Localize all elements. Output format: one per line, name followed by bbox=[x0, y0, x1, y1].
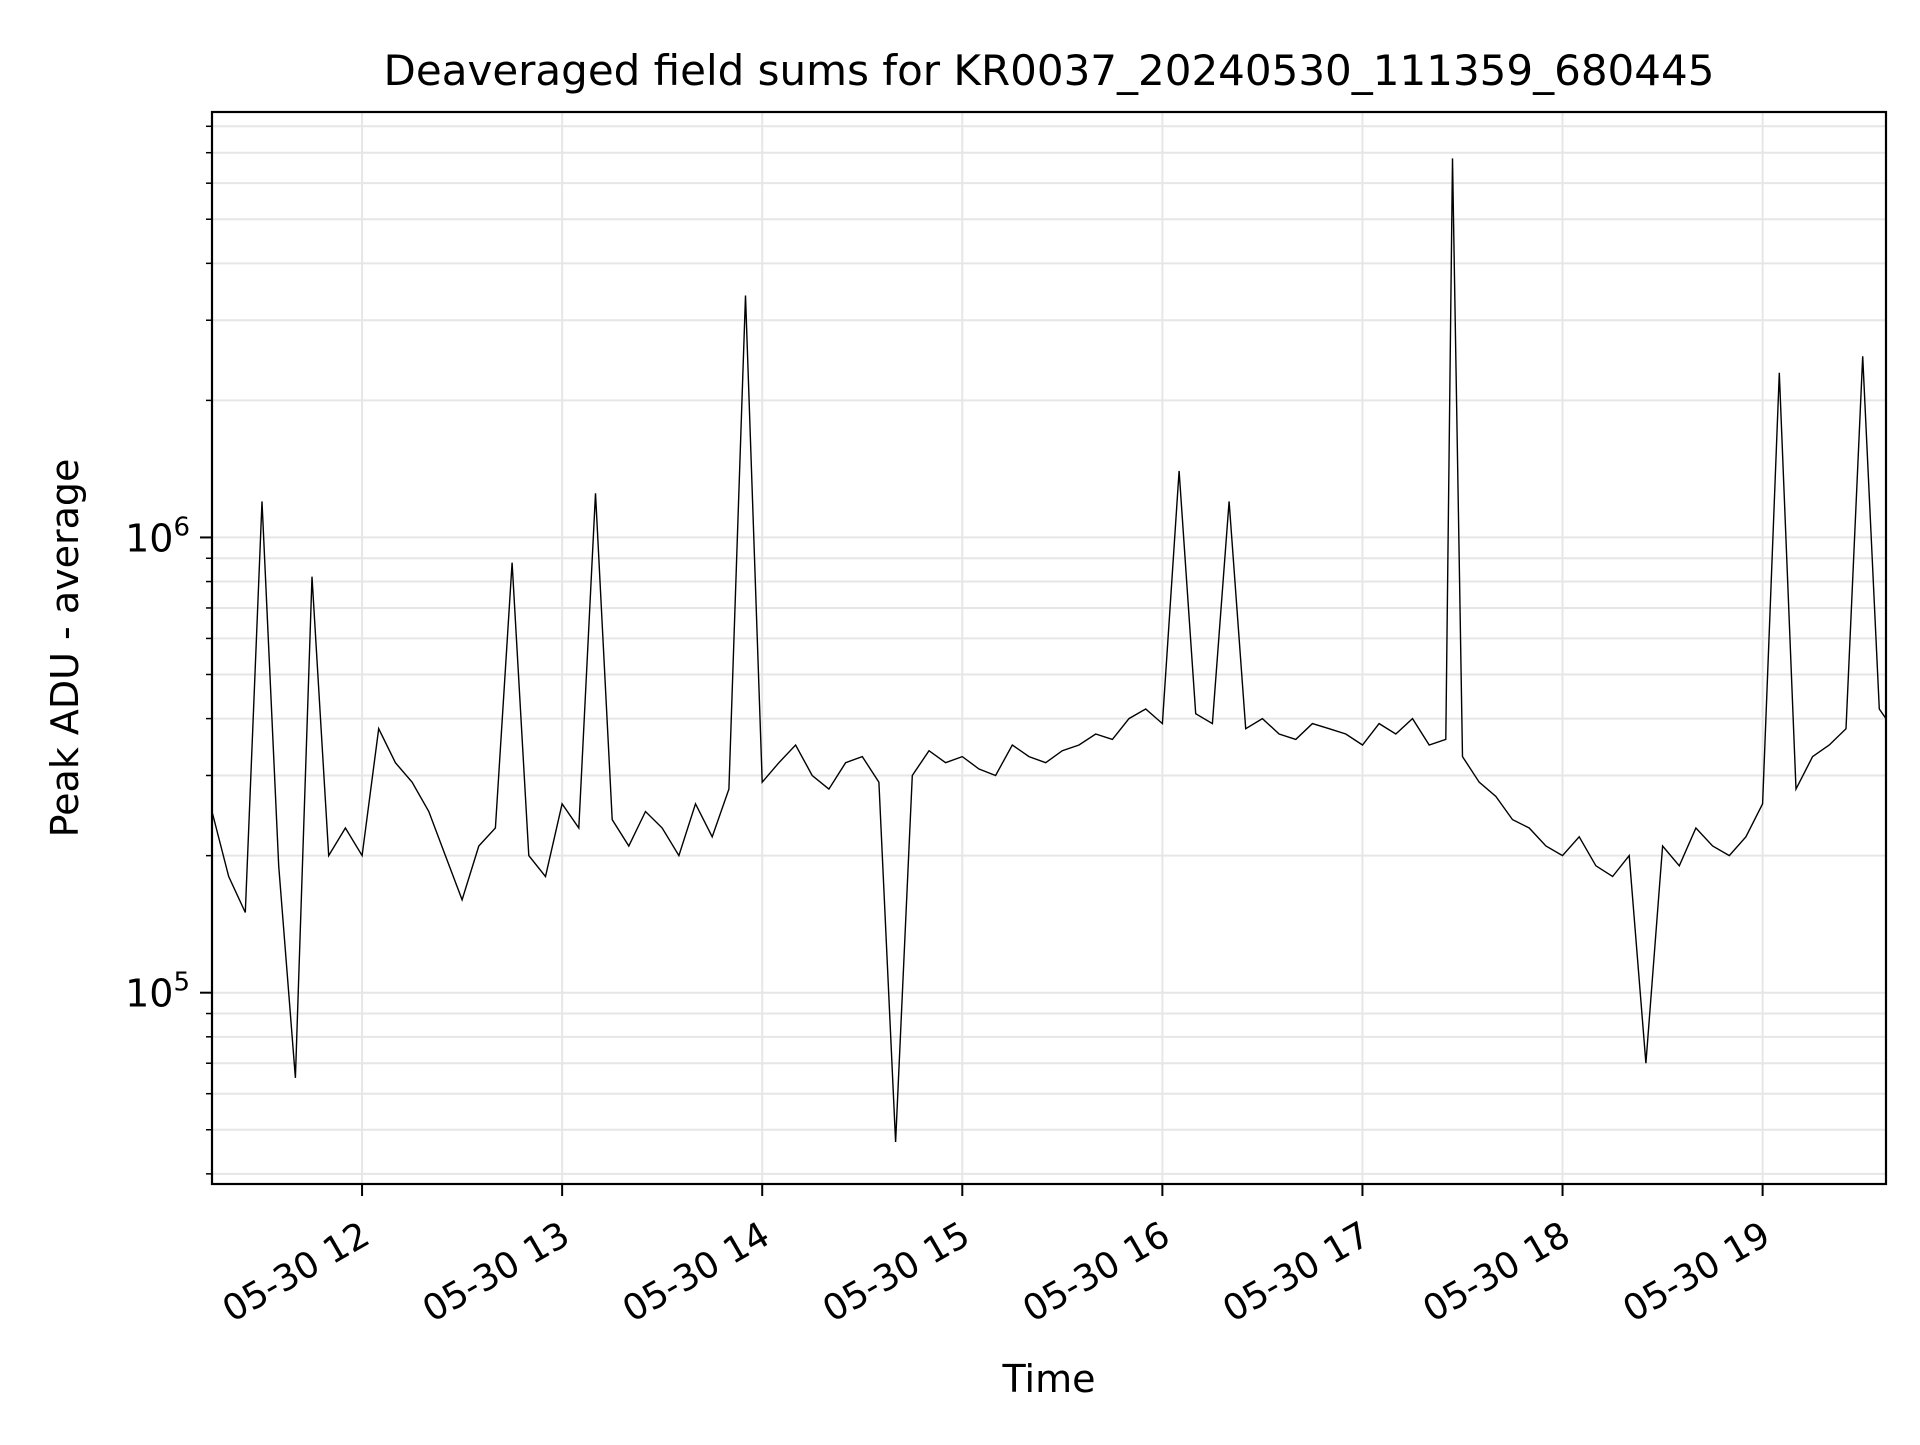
axes-frame bbox=[210, 110, 1888, 1186]
y-axis-label: Peak ADU - average bbox=[43, 459, 87, 838]
y-tick-label: 105 bbox=[125, 968, 190, 1016]
y-tick-label: 106 bbox=[125, 512, 190, 560]
chart-title: Deaveraged field sums for KR0037_2024053… bbox=[384, 46, 1715, 95]
plot-area bbox=[211, 158, 1887, 1143]
grid bbox=[212, 112, 1886, 1184]
x-axis-label: Time bbox=[1002, 1357, 1096, 1401]
series-line bbox=[211, 158, 1887, 1143]
